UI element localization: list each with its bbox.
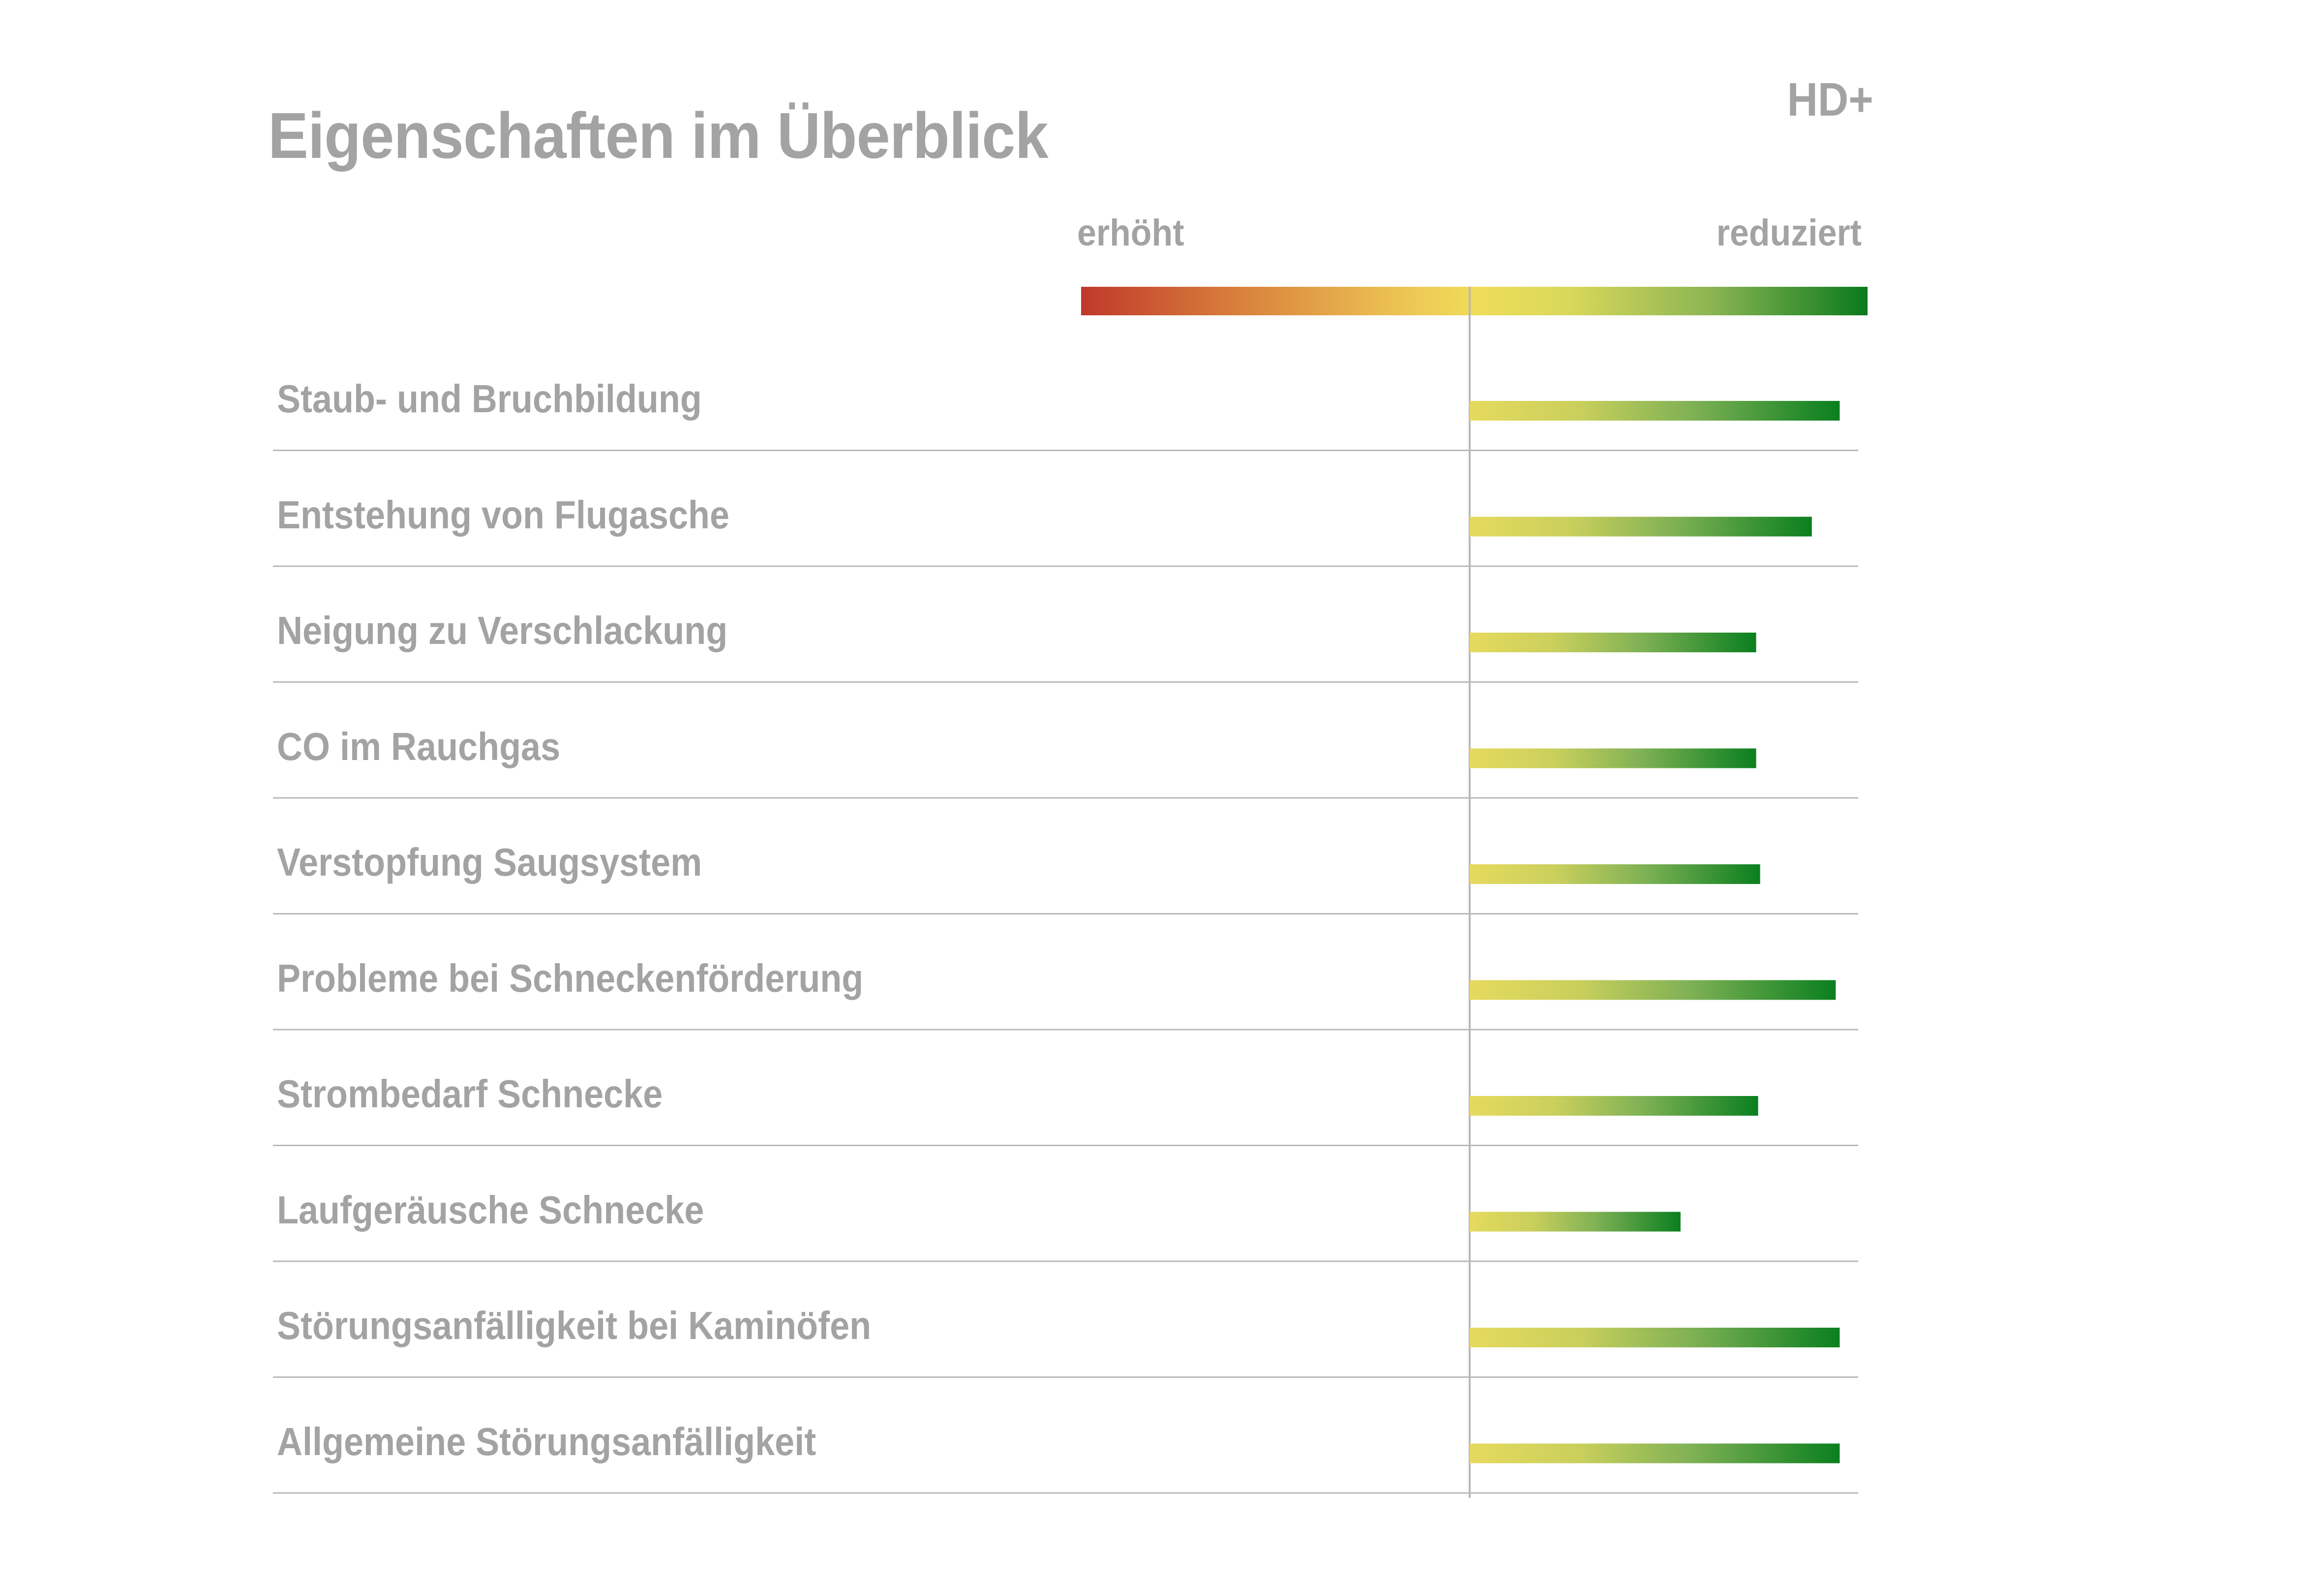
scale-label-left: erhöht [1077, 212, 1184, 254]
category-label: Staub- und Bruchbildung [277, 377, 702, 421]
bar-8 [1470, 1212, 1681, 1232]
category-label: Probleme bei Schneckenförderung [277, 956, 864, 1000]
category-label: Entstehung von Flugasche [277, 492, 730, 537]
bar-1 [1470, 401, 1840, 421]
category-label: CO im Rauchgas [277, 724, 561, 768]
category-label: Strombedarf Schnecke [277, 1072, 663, 1116]
bar-7 [1470, 1096, 1758, 1116]
bar-2 [1470, 517, 1812, 537]
product-name: HD+ [1787, 73, 1873, 126]
category-label: Allgemeine Störungsanfälligkeit [277, 1419, 816, 1463]
page-title: Eigenschaften im Überblick [268, 99, 1049, 172]
bar-4 [1470, 748, 1756, 768]
bar-5 [1470, 864, 1760, 884]
scale-label-right: reduziert [1716, 212, 1862, 254]
bar-6 [1470, 980, 1836, 1000]
bar-9 [1470, 1328, 1840, 1347]
category-label: Neigung zu Verschlackung [277, 609, 728, 652]
bar-10 [1470, 1443, 1840, 1463]
category-label: Verstopfung Saugsystem [277, 840, 702, 884]
category-label: Laufgeräusche Schnecke [277, 1187, 704, 1232]
color-scale-bar [1081, 287, 1868, 315]
bar-3 [1470, 633, 1756, 652]
category-label: Störungsanfälligkeit bei Kaminöfen [277, 1304, 872, 1347]
